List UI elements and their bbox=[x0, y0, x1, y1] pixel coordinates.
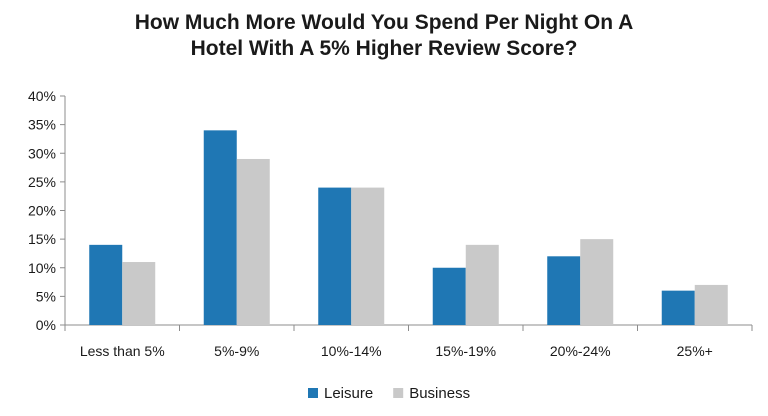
y-tick-label: 30% bbox=[28, 145, 56, 161]
bar-business bbox=[236, 158, 270, 325]
legend-swatch-business bbox=[393, 388, 404, 398]
x-tick-label: 15%-19% bbox=[435, 343, 496, 359]
legend-swatch-leisure bbox=[308, 388, 318, 398]
bar-business bbox=[580, 239, 614, 325]
chart-title-line-1: How Much More Would You Spend Per Night … bbox=[134, 11, 634, 34]
bar-business bbox=[351, 187, 385, 325]
x-tick-label: 25%+ bbox=[677, 343, 713, 359]
y-tick-label: 20% bbox=[28, 203, 56, 219]
y-tick-label: 0% bbox=[36, 317, 56, 333]
x-axis: Less than 5% 5%-9% 10%-14% 15%-19% 20%-24% 25… bbox=[64, 324, 753, 359]
bars bbox=[89, 130, 728, 325]
y-tick-label: 10% bbox=[28, 260, 56, 276]
y-axis: 0% 5% 10% 15% 20% 25% 30% 35% 40% bbox=[28, 88, 66, 333]
bar-business bbox=[465, 244, 499, 325]
y-tick-label: 25% bbox=[28, 174, 56, 190]
y-tick-label: 15% bbox=[28, 231, 56, 247]
bar-leisure bbox=[661, 290, 695, 325]
bar-business bbox=[694, 284, 728, 325]
bar-business bbox=[122, 262, 156, 325]
legend-label-business: Business bbox=[409, 385, 470, 402]
x-tick-label: 10%-14% bbox=[321, 343, 382, 359]
y-tick-label: 40% bbox=[28, 88, 56, 104]
bar-leisure bbox=[547, 256, 581, 325]
legend-label-leisure: Leisure bbox=[324, 385, 373, 402]
bar-leisure bbox=[203, 130, 237, 325]
legend: Leisure Business bbox=[308, 385, 470, 402]
bar-leisure bbox=[432, 267, 466, 325]
x-tick-label: 20%-24% bbox=[550, 343, 611, 359]
bar-leisure bbox=[89, 244, 123, 325]
x-tick-label: 5%-9% bbox=[214, 343, 259, 359]
y-tick-label: 35% bbox=[28, 117, 56, 133]
x-tick-label: Less than 5% bbox=[80, 343, 165, 359]
y-tick-label: 5% bbox=[36, 288, 56, 304]
chart-title: How Much More Would You Spend Per Night … bbox=[0, 10, 768, 62]
bar-leisure bbox=[318, 187, 352, 325]
chart-title-line-2: Hotel With A 5% Higher Review Score? bbox=[190, 37, 578, 60]
